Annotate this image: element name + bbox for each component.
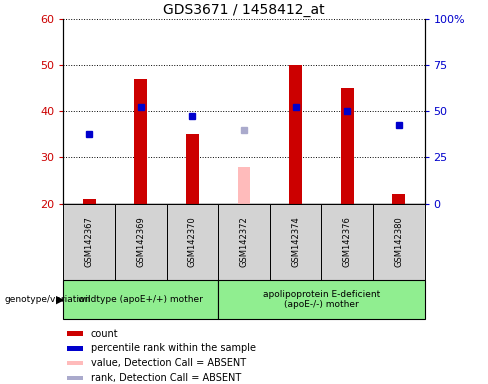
- Bar: [289, 65, 302, 204]
- Title: GDS3671 / 1458412_at: GDS3671 / 1458412_at: [163, 3, 325, 17]
- Bar: [373, 204, 425, 280]
- Bar: [63, 204, 115, 280]
- Bar: [322, 204, 373, 280]
- Text: ▶: ▶: [56, 295, 64, 305]
- Bar: [218, 204, 270, 280]
- Bar: [218, 280, 425, 319]
- Text: GSM142370: GSM142370: [188, 217, 197, 267]
- Text: count: count: [91, 329, 118, 339]
- Text: value, Detection Call = ABSENT: value, Detection Call = ABSENT: [91, 358, 245, 368]
- Text: GSM142374: GSM142374: [291, 217, 300, 267]
- Bar: [186, 134, 199, 204]
- Text: percentile rank within the sample: percentile rank within the sample: [91, 343, 256, 353]
- Text: GSM142372: GSM142372: [240, 217, 248, 267]
- Bar: [67, 361, 83, 365]
- Text: GSM142376: GSM142376: [343, 217, 352, 267]
- Text: wildtype (apoE+/+) mother: wildtype (apoE+/+) mother: [79, 295, 203, 304]
- Text: GSM142367: GSM142367: [85, 217, 94, 267]
- Bar: [134, 79, 147, 204]
- Bar: [67, 376, 83, 380]
- Bar: [270, 204, 322, 280]
- Text: apolipoprotein E-deficient
(apoE-/-) mother: apolipoprotein E-deficient (apoE-/-) mot…: [263, 290, 380, 309]
- Text: GSM142380: GSM142380: [394, 217, 403, 267]
- Bar: [67, 346, 83, 351]
- Bar: [63, 280, 218, 319]
- Bar: [166, 204, 218, 280]
- Bar: [341, 88, 354, 204]
- Text: rank, Detection Call = ABSENT: rank, Detection Call = ABSENT: [91, 373, 241, 383]
- Bar: [83, 199, 96, 204]
- Bar: [115, 204, 166, 280]
- Bar: [392, 194, 405, 204]
- Bar: [238, 167, 250, 204]
- Text: genotype/variation: genotype/variation: [5, 295, 91, 304]
- Text: GSM142369: GSM142369: [136, 217, 145, 267]
- Bar: [67, 331, 83, 336]
